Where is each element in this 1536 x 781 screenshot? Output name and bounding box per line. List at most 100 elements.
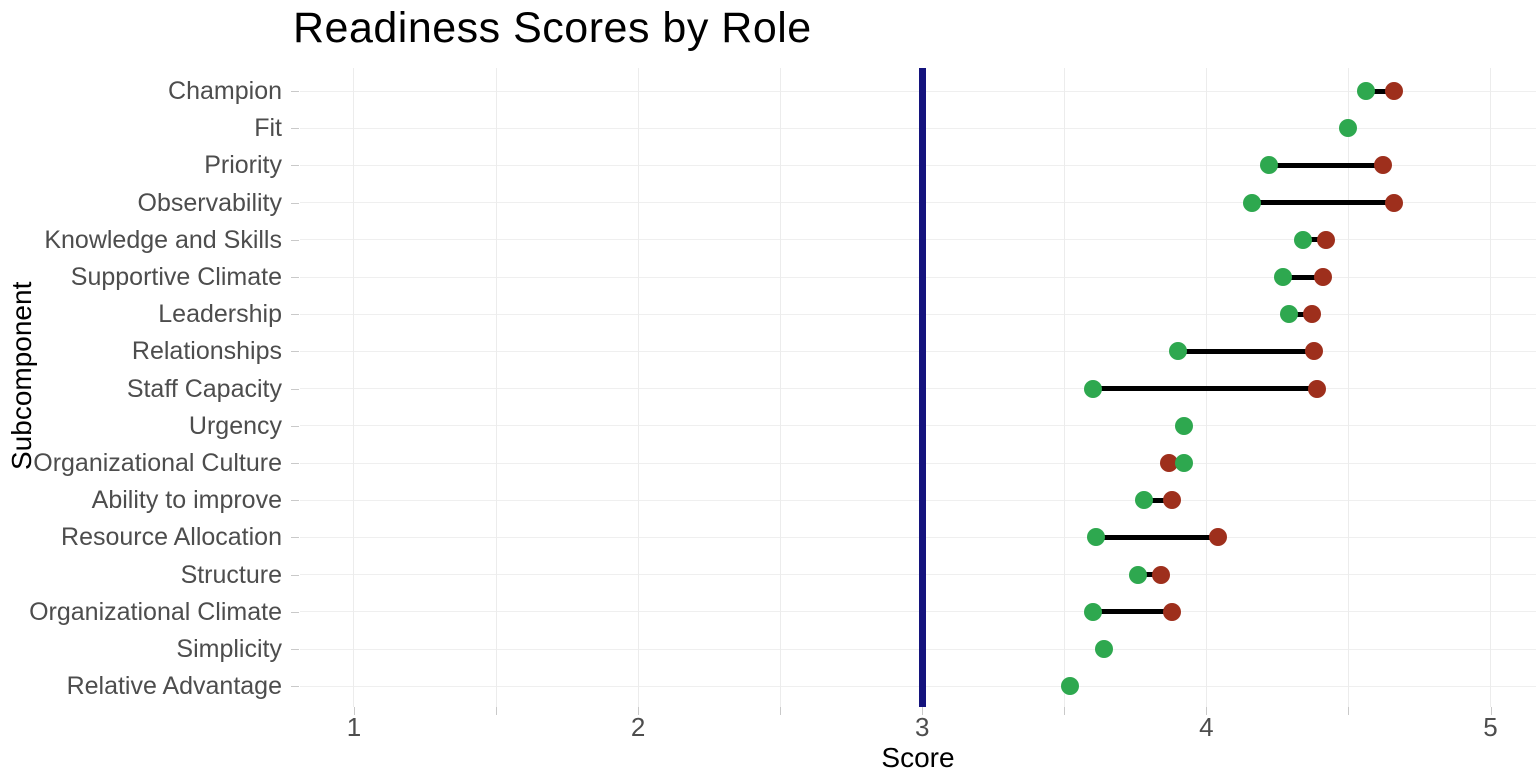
green-dot xyxy=(1339,119,1358,138)
red-dot xyxy=(1373,156,1392,175)
green-dot xyxy=(1356,82,1375,100)
x-axis-tick xyxy=(1206,707,1208,715)
red-dot xyxy=(1384,193,1403,212)
x-axis-tick xyxy=(922,707,924,715)
dumbbell-connector xyxy=(1177,348,1315,354)
horizontal-gridline xyxy=(300,425,1536,427)
red-dot xyxy=(1384,82,1403,100)
green-dot xyxy=(1134,491,1153,510)
x-tick-label: 3 xyxy=(915,712,930,742)
horizontal-gridline xyxy=(300,499,1536,501)
horizontal-gridline xyxy=(300,202,1536,204)
y-axis-tick xyxy=(291,500,299,502)
y-category-label: Supportive Climate xyxy=(70,263,282,291)
dumbbell-connector xyxy=(1092,609,1173,615)
horizontal-gridline xyxy=(300,164,1536,166)
y-axis-tick xyxy=(291,574,299,576)
y-category-label: Staff Capacity xyxy=(126,374,282,403)
y-category-label: Priority xyxy=(204,151,282,180)
y-category-label: Urgency xyxy=(188,411,282,440)
y-axis-tick xyxy=(291,314,299,316)
red-dot xyxy=(1163,491,1182,510)
horizontal-gridline xyxy=(300,239,1536,241)
dumbbell-connector xyxy=(1288,311,1312,317)
y-category-label: Fit xyxy=(254,114,282,143)
x-axis-tick xyxy=(780,707,782,715)
horizontal-gridline xyxy=(300,276,1536,278)
vertical-gridline xyxy=(1347,68,1349,707)
green-dot xyxy=(1129,565,1148,584)
red-dot xyxy=(1151,565,1170,584)
chart-title: Readiness Scores by Role xyxy=(293,4,812,52)
x-axis-tick xyxy=(353,707,355,715)
horizontal-gridline xyxy=(300,388,1536,390)
vertical-gridline xyxy=(495,68,497,707)
dumbbell-connector xyxy=(1092,386,1318,392)
red-dot xyxy=(1302,305,1321,324)
horizontal-gridline xyxy=(300,685,1536,687)
y-axis-tick xyxy=(291,686,299,688)
dumbbell-connector xyxy=(1138,572,1161,578)
y-axis-tick xyxy=(291,611,299,613)
x-tick-label: 2 xyxy=(630,712,646,742)
red-dot xyxy=(1163,602,1182,621)
y-axis-tick xyxy=(291,128,299,130)
green-dot xyxy=(1086,528,1105,547)
red-dot xyxy=(1305,342,1324,361)
vertical-gridline xyxy=(637,68,639,707)
y-axis-tick xyxy=(291,277,299,278)
reference-line xyxy=(918,68,926,707)
horizontal-gridline xyxy=(300,127,1536,129)
green-dot xyxy=(1242,193,1261,212)
x-tick-label: 1 xyxy=(346,712,362,742)
y-axis-tick xyxy=(291,202,299,204)
y-category-label: Knowledge and Skills xyxy=(44,225,282,254)
y-category-label: Leadership xyxy=(158,300,282,329)
y-axis-tick xyxy=(291,425,299,427)
dumbbell-connector xyxy=(1283,274,1323,280)
y-axis-tick xyxy=(291,388,299,390)
horizontal-gridline xyxy=(300,90,1536,92)
y-axis-tick xyxy=(291,165,299,167)
y-axis-tick xyxy=(291,91,299,92)
y-category-label: Resource Allocation xyxy=(61,523,282,552)
y-axis-tick xyxy=(291,463,299,464)
x-tick-label: 5 xyxy=(1483,712,1498,742)
x-axis-tick xyxy=(1064,707,1066,715)
vertical-gridline xyxy=(779,68,781,707)
x-axis-tick xyxy=(1490,707,1492,715)
y-category-label: Structure xyxy=(180,560,282,589)
y-category-label: Observability xyxy=(137,188,283,217)
vertical-gridline xyxy=(1063,68,1065,707)
horizontal-gridline xyxy=(300,313,1536,315)
y-category-label: Champion xyxy=(168,77,282,105)
y-axis-tick xyxy=(291,537,299,539)
green-dot xyxy=(1174,454,1193,472)
horizontal-gridline xyxy=(300,536,1536,538)
x-tick-label: 4 xyxy=(1199,712,1214,742)
vertical-gridline xyxy=(1490,68,1492,707)
green-dot xyxy=(1083,602,1102,621)
dumbbell-connector xyxy=(1268,162,1383,168)
green-dot xyxy=(1294,230,1312,249)
y-axis-tick xyxy=(291,239,299,241)
y-axis-tick xyxy=(291,351,299,353)
red-dot xyxy=(1160,454,1179,472)
red-dot xyxy=(1208,528,1227,547)
red-dot xyxy=(1308,379,1327,398)
red-dot xyxy=(1316,230,1335,249)
green-dot xyxy=(1095,640,1114,658)
dumbbell-connector xyxy=(1251,200,1394,206)
y-axis-labels: Champion Fit Priority Observability Knowledg… xyxy=(0,68,290,707)
y-category-label: Relative Advantage xyxy=(66,672,282,701)
green-dot xyxy=(1061,677,1079,696)
vertical-gridline xyxy=(353,68,355,707)
green-dot xyxy=(1259,156,1278,175)
dumbbell-connector xyxy=(1095,534,1218,540)
y-category-label: Organizational Climate xyxy=(29,597,282,626)
dumbbell-connector xyxy=(1143,497,1173,503)
y-category-label: Organizational Culture xyxy=(33,449,282,477)
green-dot xyxy=(1174,416,1193,435)
red-dot xyxy=(1313,268,1332,286)
